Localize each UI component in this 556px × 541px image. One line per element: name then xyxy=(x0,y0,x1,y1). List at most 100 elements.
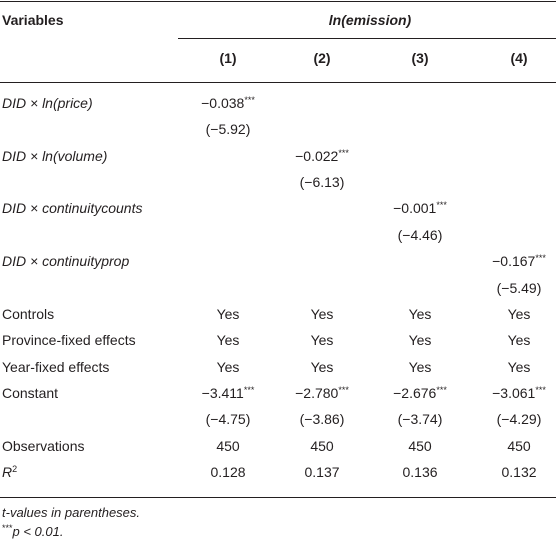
cell: 0.137 xyxy=(304,463,339,481)
cell-value: (−4.46) xyxy=(397,226,443,243)
cell-value: 0.132 xyxy=(501,464,537,481)
dependent-header: ln(emission) xyxy=(328,12,412,28)
cell: −0.167*** xyxy=(492,252,546,270)
column-header: (1) xyxy=(219,50,237,66)
row-label-text: DID × ln(volume) xyxy=(2,147,108,164)
header-rule xyxy=(178,38,556,39)
cell-value: 450 xyxy=(507,437,531,454)
significance-stars: *** xyxy=(436,384,447,395)
cell-value: (−3.86) xyxy=(299,411,345,428)
cell-value: 0.128 xyxy=(210,464,246,481)
cell: (−6.13) xyxy=(300,173,345,191)
cell: −0.038*** xyxy=(201,94,255,112)
cell: 0.136 xyxy=(402,463,437,481)
row-label-text: Controls xyxy=(2,305,55,322)
mid-rule xyxy=(0,82,556,83)
cell-value: 0.137 xyxy=(304,464,340,481)
cell: Yes xyxy=(217,331,240,349)
row-label: Constant xyxy=(2,384,58,402)
cell: (−4.46) xyxy=(398,226,443,244)
row-label-text: Constant xyxy=(2,384,59,401)
row-label: Province-fixed effects xyxy=(2,331,136,349)
cell-value: Yes xyxy=(408,358,432,375)
row-label-text: DID × continuitycounts xyxy=(2,200,143,217)
significance-stars: *** xyxy=(338,147,349,158)
significance-stars: *** xyxy=(338,384,349,395)
cell-value: (−5.92) xyxy=(205,121,251,138)
footnote-stars: *** xyxy=(2,523,13,533)
cell: Yes xyxy=(409,358,432,376)
cell: −2.676*** xyxy=(393,384,447,402)
cell: Yes xyxy=(217,305,240,323)
cell: Yes xyxy=(409,331,432,349)
cell-value: Yes xyxy=(507,332,531,349)
cell-value: Yes xyxy=(408,332,432,349)
row-label-text: Year-fixed effects xyxy=(2,358,110,375)
significance-stars: *** xyxy=(535,253,546,264)
row-label: DID × continuitycounts xyxy=(2,199,142,217)
row-label: DID × ln(volume) xyxy=(2,147,107,165)
significance-stars: *** xyxy=(243,384,255,395)
cell: −0.022*** xyxy=(295,147,349,165)
cell: (−3.74) xyxy=(398,410,443,428)
row-label-text: DID × continuityprop xyxy=(2,253,130,270)
cell-value: 450 xyxy=(216,437,240,454)
row-label: DID × continuityprop xyxy=(2,252,129,270)
cell-value: −0.167 xyxy=(492,253,536,270)
cell-value: (−4.29) xyxy=(496,411,542,428)
cell-value: 450 xyxy=(310,437,334,454)
row-label: DID × ln(price) xyxy=(2,94,93,112)
cell-value: Yes xyxy=(216,332,240,349)
cell-value: Yes xyxy=(507,305,531,322)
cell: −3.411*** xyxy=(202,384,255,402)
cell-value: −0.001 xyxy=(393,200,437,217)
cell-value: Yes xyxy=(408,305,432,322)
cell-value: −2.676 xyxy=(393,384,437,401)
cell: Yes xyxy=(409,305,432,323)
row-label-text: Province-fixed effects xyxy=(2,332,136,349)
cell: −2.780*** xyxy=(295,384,349,402)
cell: 450 xyxy=(408,437,431,455)
column-header: (3) xyxy=(411,50,429,66)
cell: Yes xyxy=(508,331,531,349)
cell: (−5.49) xyxy=(497,279,542,297)
cell-value: −3.061 xyxy=(492,384,536,401)
row-label: R2 xyxy=(2,463,17,481)
column-header: (2) xyxy=(313,50,331,66)
cell: Yes xyxy=(311,358,334,376)
footnote: t-values in parentheses. xyxy=(2,504,140,522)
cell-value: Yes xyxy=(310,358,334,375)
footnote-text: t-values in parentheses. xyxy=(2,505,141,520)
cell: −0.001*** xyxy=(393,199,447,217)
cell: Yes xyxy=(311,305,334,323)
cell: (−4.29) xyxy=(497,410,542,428)
significance-stars: *** xyxy=(535,384,546,395)
cell-value: Yes xyxy=(310,332,334,349)
row-label: Year-fixed effects xyxy=(2,358,109,376)
row-label-sup: 2 xyxy=(12,464,18,475)
significance-stars: *** xyxy=(244,95,255,105)
row-label-text: R xyxy=(2,464,13,481)
cell: (−5.92) xyxy=(206,120,251,138)
cell-value: (−5.49) xyxy=(496,279,542,296)
cell: (−4.75) xyxy=(206,410,251,428)
cell: 0.132 xyxy=(501,463,536,481)
cell: 450 xyxy=(310,437,333,455)
footnote: ***p < 0.01. xyxy=(2,523,63,541)
cell-value: −0.038 xyxy=(201,95,245,111)
row-label: Controls xyxy=(2,305,54,323)
cell-value: Yes xyxy=(216,358,240,375)
top-rule xyxy=(0,1,556,2)
row-label-text: Observations xyxy=(2,437,85,454)
cell-value: (−4.75) xyxy=(205,411,251,428)
bottom-rule xyxy=(0,497,556,498)
cell: (−3.86) xyxy=(300,410,345,428)
row-label: Observations xyxy=(2,437,84,455)
cell-value: −0.022 xyxy=(295,147,339,164)
cell-value: 0.136 xyxy=(402,464,438,481)
cell: Yes xyxy=(217,358,240,376)
cell-value: 450 xyxy=(408,437,432,454)
column-header: (4) xyxy=(510,50,528,66)
cell-value: Yes xyxy=(507,358,531,375)
